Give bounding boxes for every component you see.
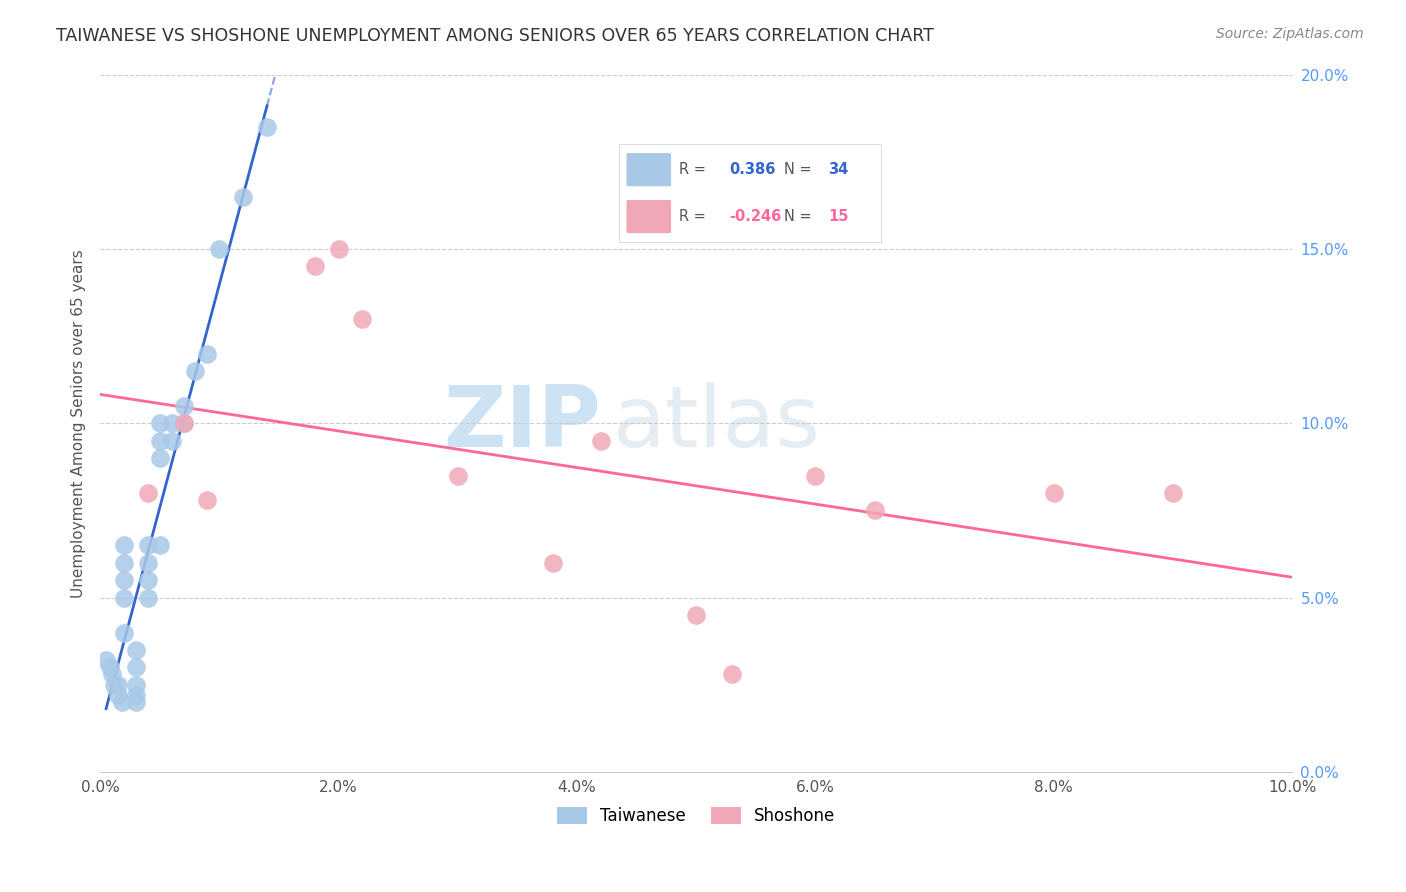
Point: [149, 451, 172, 466]
Point: [197, 493, 219, 508]
Point: [304, 260, 326, 274]
Point: [94, 653, 117, 667]
Point: [125, 695, 148, 709]
Point: [125, 643, 148, 657]
Point: [110, 695, 132, 709]
Point: [208, 242, 231, 256]
Point: [112, 573, 135, 587]
Point: [160, 417, 183, 431]
Text: ZIP: ZIP: [443, 382, 600, 465]
Point: [589, 434, 612, 448]
Point: [197, 346, 219, 360]
Point: [328, 242, 350, 256]
Point: [98, 660, 121, 674]
Point: [125, 678, 148, 692]
Point: [1161, 486, 1184, 500]
Point: [149, 434, 172, 448]
Point: [149, 417, 172, 431]
Point: [125, 689, 148, 703]
Point: [685, 608, 707, 623]
Point: [112, 591, 135, 605]
Point: [863, 503, 886, 517]
Point: [1042, 486, 1064, 500]
Legend: Taiwanese, Shoshone: Taiwanese, Shoshone: [548, 798, 844, 833]
Point: [256, 120, 278, 134]
Text: TAIWANESE VS SHOSHONE UNEMPLOYMENT AMONG SENIORS OVER 65 YEARS CORRELATION CHART: TAIWANESE VS SHOSHONE UNEMPLOYMENT AMONG…: [56, 27, 934, 45]
Point: [136, 538, 159, 552]
Point: [136, 591, 159, 605]
Point: [112, 556, 135, 570]
Point: [107, 678, 129, 692]
Point: [149, 538, 172, 552]
Point: [173, 417, 195, 431]
Point: [112, 625, 135, 640]
Point: [107, 689, 129, 703]
Y-axis label: Unemployment Among Seniors over 65 years: Unemployment Among Seniors over 65 years: [72, 249, 86, 598]
Text: Source: ZipAtlas.com: Source: ZipAtlas.com: [1216, 27, 1364, 41]
Point: [173, 399, 195, 413]
Point: [103, 678, 125, 692]
Point: [447, 468, 470, 483]
Point: [184, 364, 207, 378]
Point: [160, 434, 183, 448]
Point: [352, 311, 374, 326]
Text: atlas: atlas: [613, 382, 821, 465]
Point: [232, 189, 254, 203]
Point: [721, 667, 744, 681]
Point: [804, 468, 827, 483]
Point: [173, 417, 195, 431]
Point: [125, 660, 148, 674]
Point: [136, 486, 159, 500]
Point: [112, 538, 135, 552]
Point: [101, 667, 124, 681]
Point: [541, 556, 564, 570]
Point: [136, 556, 159, 570]
Point: [136, 573, 159, 587]
